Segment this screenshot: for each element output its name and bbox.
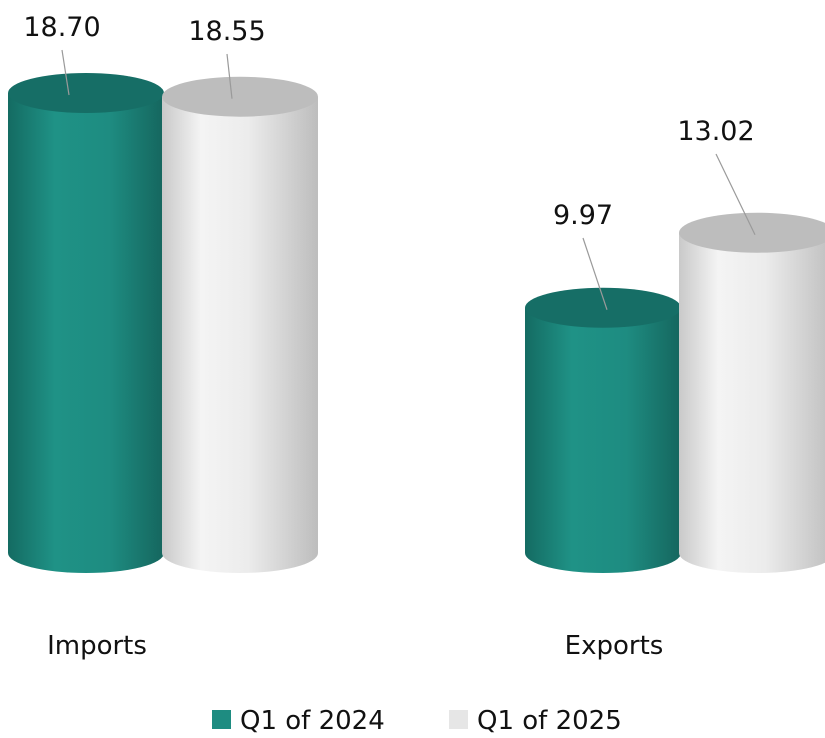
bar-body [162, 96, 318, 573]
bar-imports-q1-2024 [8, 73, 164, 573]
legend-item-q1-2024: Q1 of 2024 [212, 706, 385, 736]
legend-label: Q1 of 2024 [240, 706, 385, 736]
category-label-exports: Exports [565, 631, 664, 661]
bar-exports-q1-2025 [679, 212, 825, 573]
value-label: 18.55 [188, 16, 265, 47]
bar-top [525, 287, 681, 328]
value-label: 13.02 [677, 116, 754, 147]
bar-body [679, 232, 825, 573]
bar-body [525, 307, 681, 573]
value-labels-layer: 18.70 18.55 9.97 13.02 [23, 12, 756, 310]
bar-top [8, 73, 164, 113]
bar-top [679, 212, 825, 253]
bars-layer [8, 73, 825, 573]
legend-swatch [212, 710, 231, 729]
leader-line [715, 153, 756, 235]
bar-body [8, 93, 164, 573]
legend-item-q1-2025: Q1 of 2025 [449, 706, 622, 736]
legend-label: Q1 of 2025 [477, 706, 622, 736]
bar-exports-q1-2024 [525, 287, 681, 573]
legend-swatch [449, 710, 468, 729]
legend: Q1 of 2024 Q1 of 2025 [212, 706, 622, 736]
bar-top [162, 76, 318, 117]
value-label: 18.70 [23, 12, 100, 43]
leader-line [582, 237, 608, 310]
leader-line [61, 49, 70, 96]
category-label-imports: Imports [47, 631, 147, 661]
bar-imports-q1-2025 [162, 76, 318, 573]
category-labels-layer: Imports Exports [47, 631, 663, 661]
value-label: 9.97 [553, 200, 613, 231]
leader-line [226, 53, 233, 99]
